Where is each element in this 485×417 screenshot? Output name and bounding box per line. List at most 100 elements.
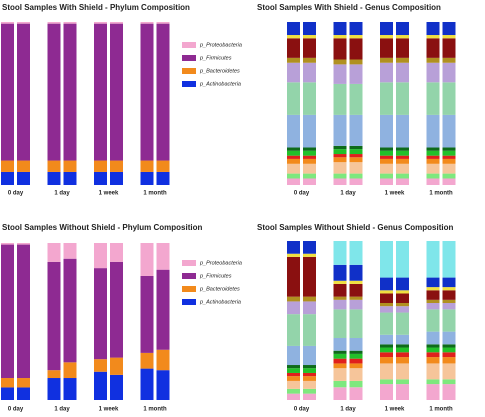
x-tick-label: 0 day bbox=[8, 407, 24, 413]
bar-segment bbox=[426, 114, 440, 148]
bar-segment bbox=[287, 114, 300, 148]
bar-segment bbox=[426, 384, 440, 400]
bar-segment bbox=[140, 368, 154, 400]
bar-segment bbox=[396, 62, 409, 83]
bar-segment bbox=[333, 173, 347, 179]
bar-segment bbox=[303, 314, 316, 346]
bar-segment bbox=[333, 149, 347, 155]
bar-segment bbox=[380, 363, 393, 380]
bar-segment bbox=[396, 384, 409, 400]
bar-segment bbox=[287, 314, 300, 346]
bar-segment bbox=[94, 371, 107, 400]
bar-segment bbox=[426, 379, 440, 385]
bar-segment bbox=[380, 384, 393, 400]
bar-segment bbox=[380, 306, 393, 313]
bar-segment bbox=[380, 293, 393, 304]
bar-segment bbox=[442, 35, 456, 39]
bar-segment bbox=[396, 38, 409, 58]
legend-label: p_Firmicutes bbox=[199, 273, 232, 279]
bar-segment bbox=[287, 365, 300, 369]
bar-segment bbox=[442, 309, 456, 332]
bar-segment bbox=[442, 331, 456, 345]
bar-segment bbox=[303, 147, 316, 151]
bar-segment bbox=[426, 22, 440, 36]
x-tick-label: 0 day bbox=[294, 191, 310, 197]
bar-segment bbox=[110, 357, 123, 375]
bar-segment bbox=[47, 378, 61, 400]
bar-segment bbox=[47, 160, 61, 172]
bar-segment bbox=[380, 35, 393, 39]
bar-segment bbox=[396, 293, 409, 304]
bar-segment bbox=[303, 35, 316, 39]
bar-segment bbox=[396, 306, 409, 313]
bar-segment bbox=[63, 378, 77, 400]
bar-segment bbox=[303, 256, 316, 297]
bar-segment bbox=[303, 178, 316, 185]
bar-segment bbox=[303, 301, 316, 315]
bar-segment bbox=[442, 147, 456, 151]
legend-swatch bbox=[182, 81, 196, 87]
bar-segment bbox=[303, 163, 316, 174]
bar-segment bbox=[426, 35, 440, 39]
x-tick-label: 1 month bbox=[429, 191, 453, 197]
bar-segment bbox=[349, 154, 363, 158]
bar-segment bbox=[396, 347, 409, 353]
bar-segment bbox=[110, 23, 123, 161]
bar-segment bbox=[17, 378, 30, 388]
bar-segment bbox=[349, 178, 363, 185]
bar-segment bbox=[396, 114, 409, 148]
bar-segment bbox=[333, 387, 347, 400]
bar-segment bbox=[303, 388, 316, 394]
bar-segment bbox=[349, 358, 363, 364]
bar-segment bbox=[442, 352, 456, 358]
bar-segment bbox=[94, 359, 107, 372]
bar-segment bbox=[426, 173, 440, 179]
bar-segment bbox=[426, 150, 440, 156]
bar-segment bbox=[94, 22, 107, 24]
bar-segment bbox=[426, 38, 440, 58]
bar-segment bbox=[396, 22, 409, 36]
bar-segment bbox=[1, 171, 14, 185]
bar-segment bbox=[442, 57, 456, 63]
bar-segment bbox=[396, 303, 409, 307]
bar-segment bbox=[380, 334, 393, 345]
bar-segment bbox=[442, 178, 456, 185]
bar-segment bbox=[303, 380, 316, 389]
bar-segment bbox=[303, 372, 316, 377]
bar-segment bbox=[349, 280, 363, 284]
bar-segment bbox=[303, 82, 316, 115]
bar-segment bbox=[140, 275, 154, 353]
bar-segment bbox=[156, 370, 170, 400]
bar-segment bbox=[426, 331, 440, 345]
bar-segment bbox=[380, 290, 393, 294]
bar-segment bbox=[396, 312, 409, 335]
bar-segment bbox=[333, 380, 347, 388]
x-tick-label: 1 week bbox=[385, 407, 405, 413]
legend-swatch bbox=[182, 68, 196, 74]
bar-segment bbox=[380, 150, 393, 156]
bar-segment bbox=[287, 388, 300, 394]
bar-segment bbox=[333, 241, 347, 265]
bar-segment bbox=[303, 150, 316, 156]
bar-segment bbox=[47, 243, 61, 262]
bar-segment bbox=[349, 380, 363, 388]
bar-segment bbox=[396, 155, 409, 159]
bar-segment bbox=[287, 178, 300, 185]
bar-segment bbox=[396, 334, 409, 345]
bar-segment bbox=[63, 362, 77, 379]
bar-segment bbox=[349, 64, 363, 84]
bar-segment bbox=[396, 277, 409, 291]
bar-segment bbox=[426, 303, 440, 310]
bar-segment bbox=[380, 312, 393, 335]
bar-segment bbox=[396, 178, 409, 185]
bar-segment bbox=[333, 157, 347, 163]
bar-segment bbox=[333, 83, 347, 115]
bar-segment bbox=[333, 264, 347, 281]
bar-segment bbox=[380, 62, 393, 83]
legend-swatch bbox=[182, 260, 196, 266]
bar-segment bbox=[349, 264, 363, 281]
bar-segment bbox=[380, 57, 393, 63]
bar-segment bbox=[94, 171, 107, 185]
bar-segment bbox=[1, 378, 14, 388]
